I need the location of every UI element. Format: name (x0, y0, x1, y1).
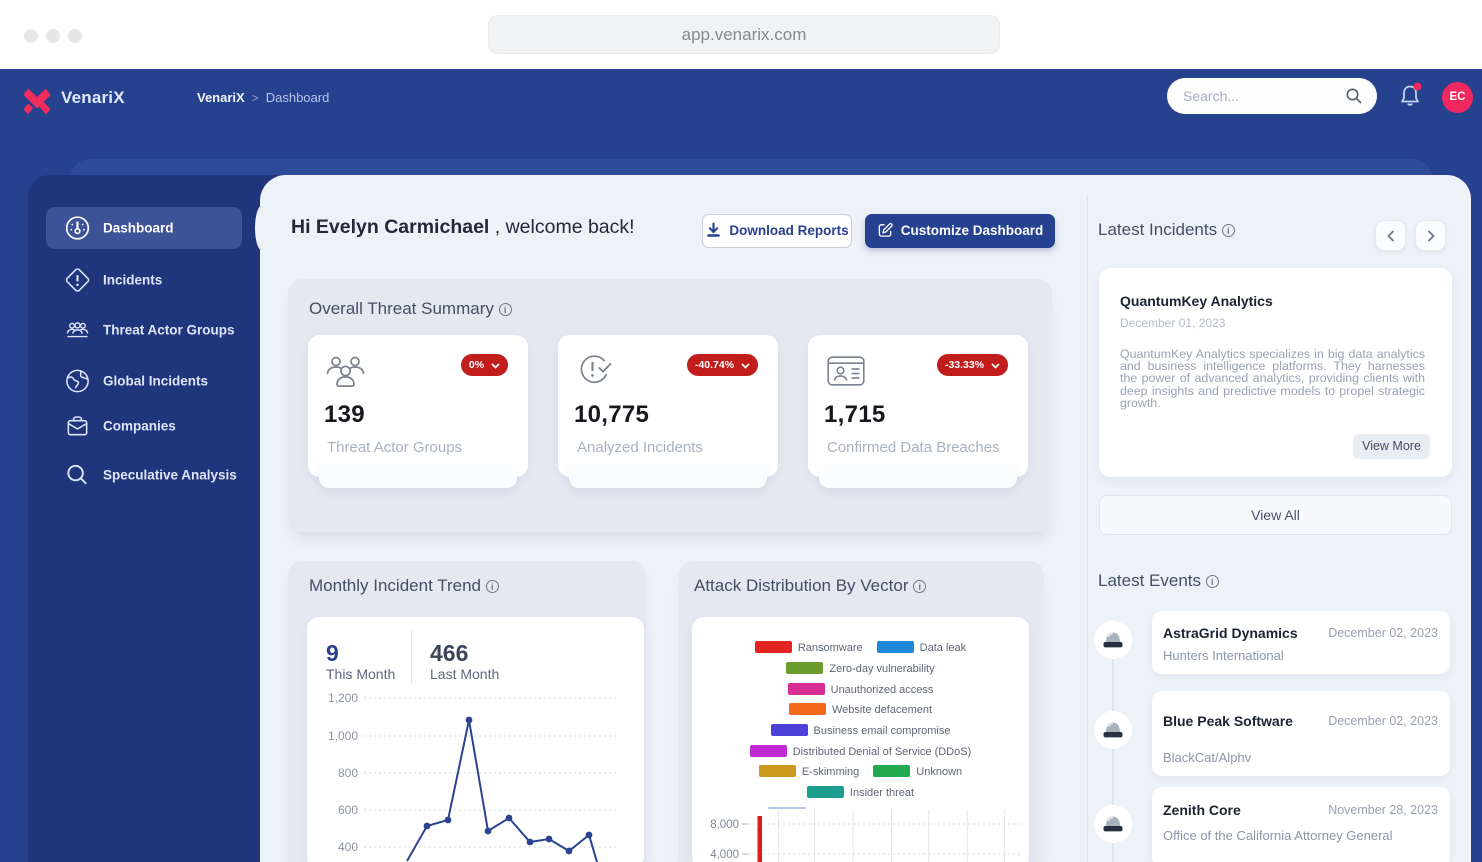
svg-text:600: 600 (338, 803, 358, 817)
svg-text:400: 400 (338, 840, 358, 854)
svg-text:1,200: 1,200 (328, 691, 358, 705)
svg-text:4,000: 4,000 (710, 849, 739, 861)
svg-text:1,000: 1,000 (328, 729, 358, 743)
svg-text:8,000: 8,000 (710, 819, 739, 831)
svg-text:800: 800 (338, 766, 358, 780)
